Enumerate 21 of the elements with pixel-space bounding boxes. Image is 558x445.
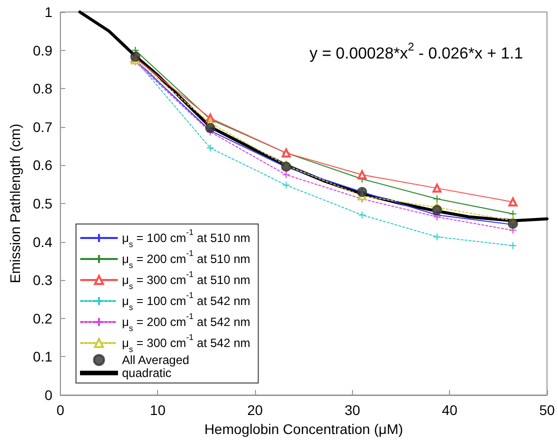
x-tick-label: 20 <box>247 402 264 418</box>
x-axis-title: Hemoglobin Concentration (μM) <box>204 420 404 437</box>
y-tick-label: 0.5 <box>32 196 53 212</box>
legend-label: All Averaged <box>122 353 190 367</box>
y-tick-label: 0.9 <box>32 42 53 58</box>
y-tick-label: 0 <box>44 387 53 403</box>
y-tick-label: 0.1 <box>32 348 53 365</box>
y-tick-label: 0.6 <box>32 157 53 174</box>
y-tick-label: 1 <box>44 4 53 20</box>
y-axis-title: Emission Pathlength (cm) <box>7 124 23 284</box>
x-tick-label: 0 <box>56 402 64 418</box>
x-tick-label: 10 <box>150 402 166 418</box>
y-tick-label: 0.2 <box>32 310 53 326</box>
y-tick-label: 0.7 <box>32 118 53 135</box>
y-tick-label: 0.3 <box>32 272 53 288</box>
x-tick-label: 50 <box>539 402 555 418</box>
legend-label: quadratic <box>122 366 172 380</box>
y-tick-label: 0.4 <box>32 234 53 250</box>
x-tick-label: 40 <box>442 402 458 418</box>
y-tick-label: 0.8 <box>32 80 53 97</box>
x-tick-label: 30 <box>344 402 360 418</box>
